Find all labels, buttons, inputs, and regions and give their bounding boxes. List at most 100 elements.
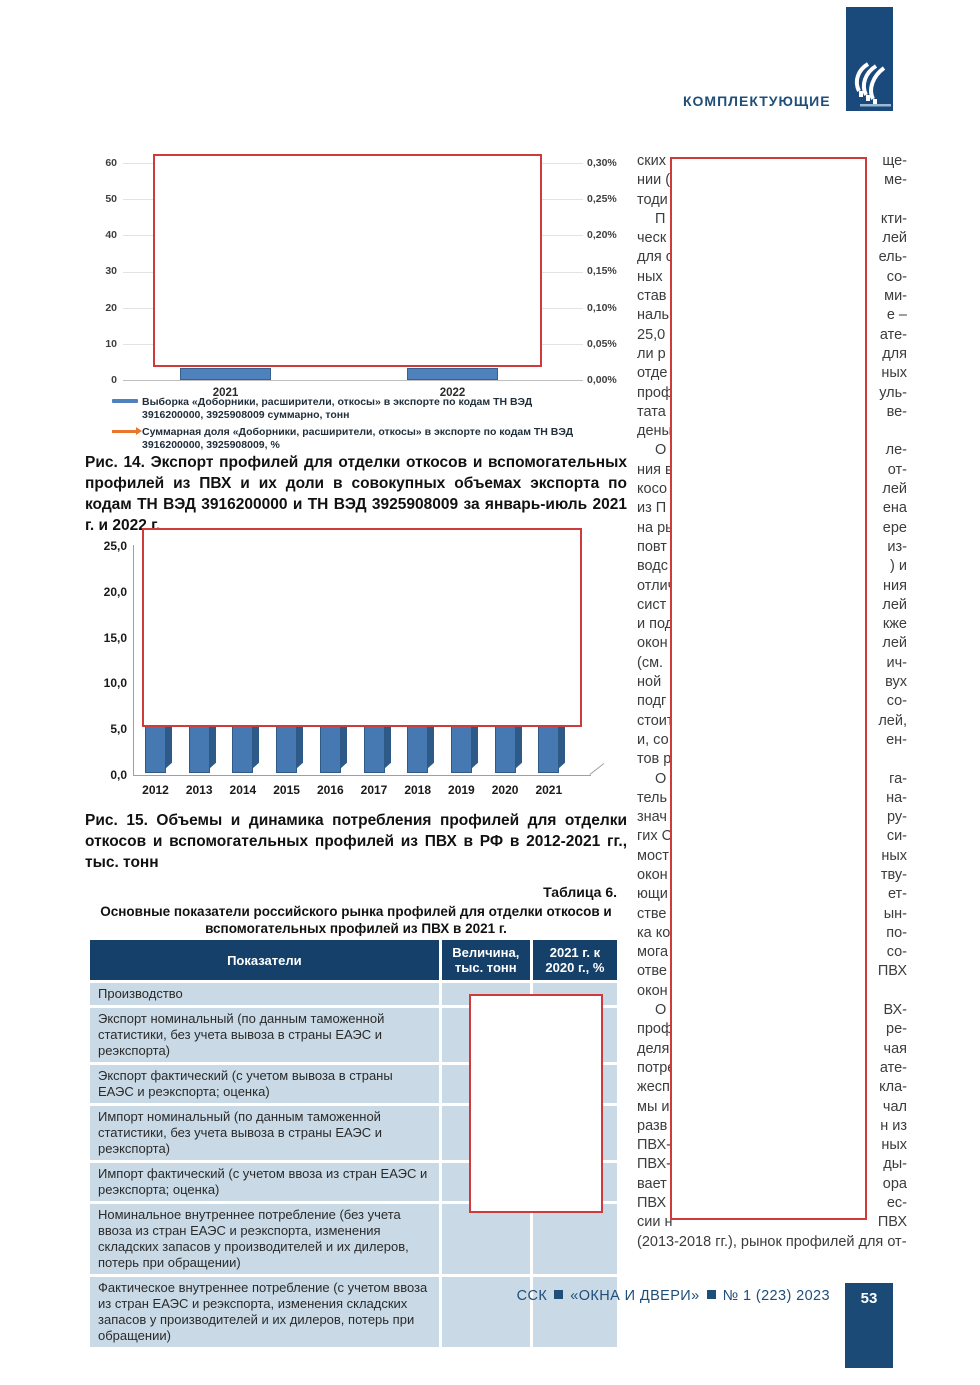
- text-line: отлич ния: [637, 577, 907, 596]
- line-right-fragment: ми-: [884, 288, 907, 305]
- table6-title: Основные показатели российского рынка пр…: [100, 904, 612, 936]
- text-line: ка ко по-: [637, 924, 907, 943]
- text-line: на ры ере: [637, 519, 907, 538]
- axis-tick: 30: [105, 265, 117, 278]
- row-label: Фактическое внутреннее потребление (с уч…: [90, 1274, 441, 1347]
- text-line: подг со-: [637, 692, 907, 711]
- journal-logo-icon: [846, 7, 893, 111]
- line-left-fragment: подг: [637, 693, 667, 710]
- line-left-fragment: водс: [637, 558, 668, 575]
- table-row: Фактическое внутреннее потребление (с уч…: [90, 1274, 617, 1347]
- swoosh-icon: [854, 62, 891, 107]
- text-line: мост ных: [637, 847, 907, 866]
- page-number-block: 53: [845, 1283, 893, 1368]
- line-right-fragment: ате-: [879, 326, 907, 343]
- text-line: ПВХ-ды-: [637, 1155, 907, 1174]
- line-left-fragment: ПВХ-: [637, 1156, 671, 1173]
- line-left-fragment: ПВХ-: [637, 1137, 671, 1154]
- bar: [407, 368, 498, 380]
- line-left-fragment: отлич: [637, 577, 676, 594]
- bar: [232, 725, 254, 773]
- line-left-fragment: окон: [637, 982, 668, 999]
- line-left-fragment: дены: [637, 423, 672, 440]
- line-right-fragment: ате-: [879, 1059, 907, 1076]
- line-left-fragment: О: [655, 442, 667, 459]
- line-left-fragment: ли р: [637, 345, 666, 362]
- text-line: потре ате-: [637, 1059, 907, 1078]
- line-right-fragment: ель-: [878, 249, 907, 266]
- text-line: ПВХ-ных: [637, 1136, 907, 1155]
- bar: [450, 725, 472, 773]
- row-label: Экспорт номинальный (по данным таможенно…: [90, 1005, 441, 1064]
- line-right-fragment: ВХ-: [883, 1002, 907, 1019]
- line-right-fragment: кти-: [880, 210, 907, 227]
- line-right-fragment: ена: [882, 500, 907, 517]
- axis-tick: 10,0: [103, 676, 127, 691]
- line-left-fragment: сист: [637, 596, 667, 613]
- line-right-fragment: ПВХ: [877, 963, 907, 980]
- legend-label: Суммарная доля «Доборники, расширители, …: [142, 426, 574, 451]
- line-left-fragment: ния в: [637, 461, 673, 478]
- text-line: разв н из: [637, 1117, 907, 1136]
- text-line: ли р для: [637, 345, 907, 364]
- line-right-fragment: е –: [886, 307, 907, 324]
- line-right-fragment: ора: [882, 1175, 907, 1192]
- line-right-fragment: ру-: [887, 809, 907, 826]
- line-left-fragment: нии (: [637, 172, 671, 189]
- line-right-fragment: ды-: [883, 1156, 907, 1173]
- table6-col-header-value: Величина, тыс. тонн: [438, 940, 532, 982]
- x-axis-label: 2012: [142, 783, 169, 797]
- line-left-fragment: ных: [637, 268, 663, 285]
- footer: ССК «ОКНА И ДВЕРИ» № 1 (223) 2023: [390, 1288, 830, 1304]
- line-left-fragment: гих С: [637, 828, 673, 845]
- line-right-fragment: лей: [882, 635, 907, 652]
- line-left-fragment: для с: [637, 249, 674, 266]
- line-right-fragment: со-: [886, 693, 907, 710]
- line-right-fragment: лей: [882, 481, 907, 498]
- line-right-fragment: га-: [889, 770, 907, 787]
- figure15-chart: 25,0 20,0 15,0 10,0 5,0 0,0 2012 2013 2014 2015 2…: [85, 520, 625, 805]
- text-line: тов р: [637, 750, 907, 769]
- text-line: и, со ен-: [637, 731, 907, 750]
- text-line: О ВХ-: [637, 1001, 907, 1020]
- axis-tick: 25,0: [103, 539, 127, 553]
- legend-label: Выборка «Доборники, расширители, откосы»…: [142, 396, 533, 421]
- text-line: ПВХ ес-: [637, 1194, 907, 1213]
- line-left-fragment: (см.: [637, 654, 664, 671]
- line-left-fragment: знач: [637, 809, 667, 826]
- line-left-fragment: О: [655, 770, 667, 787]
- line-left-fragment: отде: [637, 365, 668, 382]
- figure15-caption: Рис. 15. Объемы и динамика потребления п…: [85, 812, 627, 871]
- line-left-fragment: тоди: [637, 191, 668, 208]
- bar: [407, 725, 429, 773]
- line-left-fragment: отве: [637, 963, 667, 980]
- line-left-fragment: ПВХ: [637, 1195, 667, 1212]
- line-right-fragment: со-: [886, 268, 907, 285]
- text-line: вает ора: [637, 1175, 907, 1194]
- line-left-fragment: мост: [637, 847, 669, 864]
- axis-tick: 0,15%: [587, 265, 617, 278]
- text-line: ных со-: [637, 268, 907, 287]
- text-line: тоди: [637, 191, 907, 210]
- line-left-fragment: деля: [637, 1040, 670, 1057]
- text-line: окон тву-: [637, 866, 907, 885]
- text-line: из П ена: [637, 499, 907, 518]
- line-right-fragment: уль-: [879, 384, 907, 401]
- line-left-fragment: стве: [637, 905, 667, 922]
- figure15-3d-depth-line: [589, 763, 605, 775]
- axis-tick: 0,10%: [587, 301, 617, 314]
- text-line: сии н ПВХ: [637, 1213, 907, 1232]
- line-left-fragment: (2013-2018 гг.), рынок профилей для от-: [637, 1233, 907, 1250]
- text-line: стве ын-: [637, 905, 907, 924]
- table6-label: Таблица 6.: [543, 884, 617, 900]
- table6-col-header-indicators: Показатели: [90, 940, 441, 982]
- line-left-fragment: проф: [637, 384, 673, 401]
- line-right-fragment: кже: [882, 616, 907, 633]
- line-left-fragment: тов р: [637, 751, 672, 768]
- x-axis-label: 2018: [404, 783, 432, 797]
- line-left-fragment: тель: [637, 789, 668, 806]
- axis-tick: 5,0: [110, 722, 127, 737]
- figure14-x-axis: [123, 380, 583, 381]
